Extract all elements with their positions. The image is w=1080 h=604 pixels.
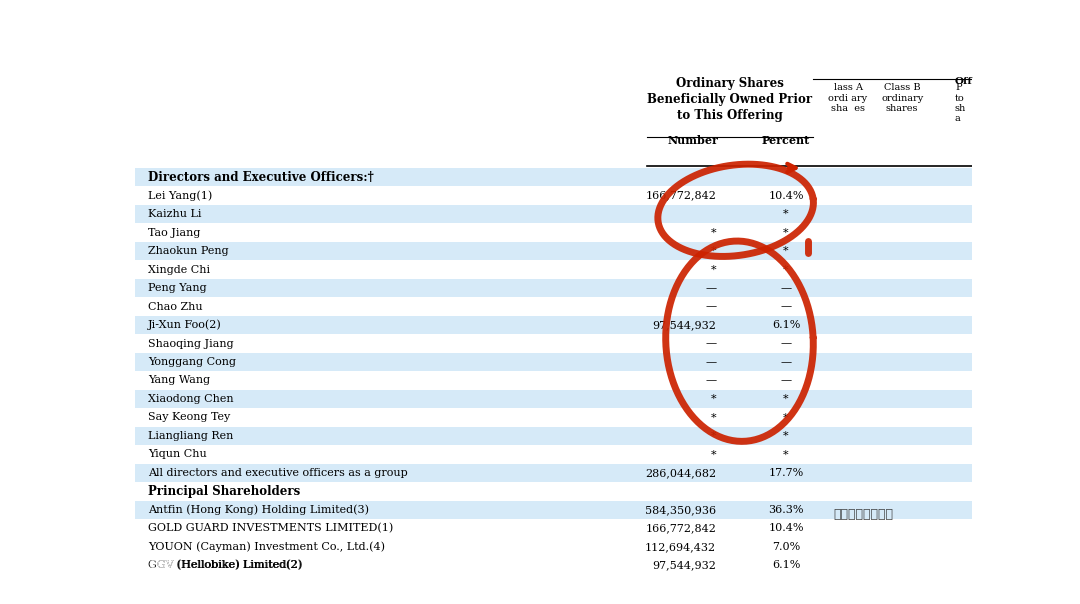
Text: Say Keong Tey: Say Keong Tey: [148, 413, 230, 422]
Text: 166,772,842: 166,772,842: [646, 191, 716, 201]
Text: Xiaodong Chen: Xiaodong Chen: [148, 394, 233, 404]
Text: *: *: [783, 431, 788, 441]
Text: —: —: [705, 338, 716, 349]
Text: *: *: [783, 228, 788, 237]
Bar: [135, 426, 972, 445]
Text: Ji-Xun Foo(2): Ji-Xun Foo(2): [148, 320, 221, 330]
Text: *: *: [711, 246, 716, 256]
Text: 10.4%: 10.4%: [768, 191, 804, 201]
Text: *: *: [783, 265, 788, 275]
Text: —: —: [705, 357, 716, 367]
Text: —: —: [705, 301, 716, 312]
Text: 国际投行研究报告: 国际投行研究报告: [834, 508, 893, 521]
Text: Chao Zhu: Chao Zhu: [148, 301, 203, 312]
Text: *: *: [711, 431, 716, 441]
Text: *: *: [783, 449, 788, 460]
Text: Percent: Percent: [761, 135, 810, 146]
Text: —: —: [781, 283, 792, 293]
Text: Xingde Chi: Xingde Chi: [148, 265, 211, 275]
Text: Off: Off: [955, 77, 973, 86]
Text: YOUON (Cayman) Investment Co., Ltd.(4): YOUON (Cayman) Investment Co., Ltd.(4): [148, 542, 386, 552]
Text: Peng Yang: Peng Yang: [148, 283, 206, 293]
Text: —: —: [705, 283, 716, 293]
Text: (Hellobike) Limited(2): (Hellobike) Limited(2): [173, 560, 301, 570]
Text: *: *: [783, 209, 788, 219]
Bar: [135, 279, 972, 297]
Text: *: *: [711, 449, 716, 460]
Text: 97,544,932: 97,544,932: [652, 561, 716, 570]
Text: *: *: [711, 265, 716, 275]
Text: GOLD GUARD INVESTMENTS LIMITED(1): GOLD GUARD INVESTMENTS LIMITED(1): [148, 523, 393, 533]
Text: *: *: [783, 394, 788, 404]
Text: Ordinary Shares
Beneficially Owned Prior
to This Offering: Ordinary Shares Beneficially Owned Prior…: [647, 77, 812, 122]
Text: Lei Yang(1): Lei Yang(1): [148, 190, 213, 201]
Text: 97,544,932: 97,544,932: [652, 320, 716, 330]
Text: *: *: [711, 413, 716, 422]
Text: Class B
ordinary
shares: Class B ordinary shares: [881, 83, 923, 113]
Text: —: —: [781, 301, 792, 312]
Bar: [135, 353, 972, 371]
Text: Kaizhu Li: Kaizhu Li: [148, 209, 202, 219]
Text: Tao Jiang: Tao Jiang: [148, 228, 201, 237]
Text: 10.4%: 10.4%: [768, 523, 804, 533]
Bar: [135, 501, 972, 519]
Bar: [135, 168, 972, 187]
Text: *: *: [783, 413, 788, 422]
Text: *: *: [783, 246, 788, 256]
Text: 112,694,432: 112,694,432: [645, 542, 716, 552]
Text: P
to
sh
a: P to sh a: [955, 83, 967, 123]
Bar: [135, 242, 972, 260]
Bar: [135, 390, 972, 408]
Text: lass A
ordi ary
sha  es: lass A ordi ary sha es: [828, 83, 867, 113]
Bar: [135, 72, 972, 168]
Text: GGV (Hellobike) Limited(2): GGV (Hellobike) Limited(2): [148, 560, 302, 570]
Text: Directors and Executive Officers:†: Directors and Executive Officers:†: [148, 171, 374, 184]
Text: Shaoqing Jiang: Shaoqing Jiang: [148, 338, 233, 349]
Bar: [135, 316, 972, 334]
Text: —: —: [781, 376, 792, 385]
Text: 6.1%: 6.1%: [772, 320, 800, 330]
Text: Liangliang Ren: Liangliang Ren: [148, 431, 233, 441]
Text: Yiqun Chu: Yiqun Chu: [148, 449, 207, 460]
Bar: [135, 205, 972, 223]
Text: *: *: [711, 228, 716, 237]
Text: —: —: [705, 376, 716, 385]
Text: 36.3%: 36.3%: [768, 505, 804, 515]
Text: Antfin (Hong Kong) Holding Limited(3): Antfin (Hong Kong) Holding Limited(3): [148, 504, 369, 515]
Text: —: —: [781, 338, 792, 349]
Text: 7.0%: 7.0%: [772, 542, 800, 552]
Text: 166,772,842: 166,772,842: [646, 523, 716, 533]
Text: Yang Wang: Yang Wang: [148, 376, 211, 385]
Text: 17.7%: 17.7%: [768, 468, 804, 478]
Text: Number: Number: [667, 135, 718, 146]
Text: All directors and executive officers as a group: All directors and executive officers as …: [148, 468, 408, 478]
Text: —: —: [781, 357, 792, 367]
Bar: [135, 464, 972, 482]
Text: GGV: GGV: [148, 561, 174, 570]
Text: 584,350,936: 584,350,936: [645, 505, 716, 515]
Text: Principal Shareholders: Principal Shareholders: [148, 485, 300, 498]
Bar: [147, 561, 172, 571]
Text: 286,044,682: 286,044,682: [645, 468, 716, 478]
Bar: [135, 538, 972, 556]
Text: Yonggang Cong: Yonggang Cong: [148, 357, 237, 367]
Text: 6.1%: 6.1%: [772, 561, 800, 570]
Text: Zhaokun Peng: Zhaokun Peng: [148, 246, 229, 256]
Text: *: *: [711, 394, 716, 404]
